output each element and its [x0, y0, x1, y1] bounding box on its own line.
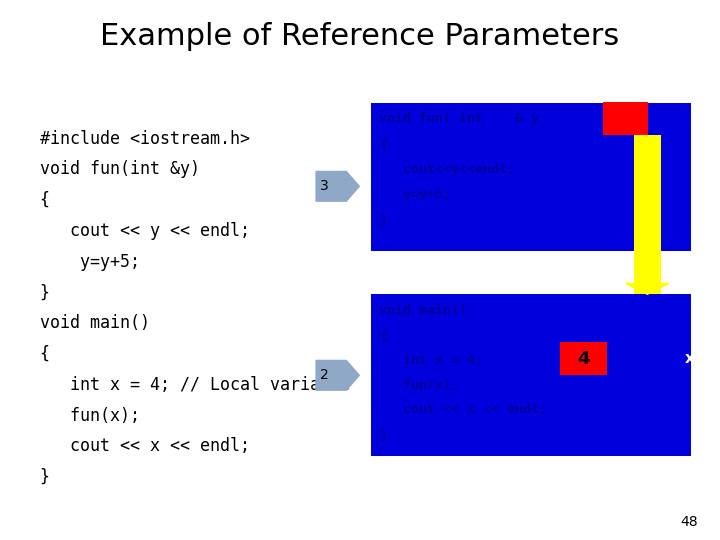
Text: cout << x << endl;: cout << x << endl; [40, 437, 250, 455]
Text: {: { [40, 345, 50, 363]
FancyBboxPatch shape [371, 294, 691, 456]
Polygon shape [316, 361, 359, 390]
Text: }: } [40, 468, 50, 486]
Text: fun(x);: fun(x); [40, 407, 140, 424]
Text: int x = 4; // Local variable: int x = 4; // Local variable [40, 376, 350, 394]
Text: void fun(int &y): void fun(int &y) [40, 160, 199, 178]
Text: 2: 2 [320, 368, 329, 382]
Text: }: } [40, 284, 50, 301]
Text: }: } [379, 428, 387, 441]
Text: void fun( int    & y          ): void fun( int & y ) [379, 112, 627, 125]
Text: fun(x);: fun(x); [379, 379, 459, 392]
FancyBboxPatch shape [603, 102, 648, 135]
Text: cout << x << endl;: cout << x << endl; [379, 403, 547, 416]
Text: y=y+5;: y=y+5; [379, 188, 451, 201]
Text: {: { [40, 191, 50, 209]
Polygon shape [316, 171, 359, 201]
Text: {: { [379, 329, 387, 342]
Text: 3: 3 [320, 179, 329, 193]
FancyBboxPatch shape [371, 103, 691, 251]
Text: Example of Reference Parameters: Example of Reference Parameters [100, 22, 620, 51]
Polygon shape [626, 284, 669, 294]
Text: #include <iostream.h>: #include <iostream.h> [40, 130, 250, 147]
Text: x: x [685, 351, 695, 366]
FancyBboxPatch shape [560, 342, 607, 375]
FancyBboxPatch shape [634, 135, 661, 294]
Text: cout << y << endl;: cout << y << endl; [40, 222, 250, 240]
Text: 4: 4 [577, 349, 590, 368]
Text: 48: 48 [681, 515, 698, 529]
Text: y=y+5;: y=y+5; [40, 253, 140, 271]
Text: int x = 4;: int x = 4; [379, 354, 483, 367]
Text: cout<<y<<endl;: cout<<y<<endl; [379, 163, 516, 176]
Text: void main(): void main() [379, 304, 467, 317]
Text: void main(): void main() [40, 314, 150, 332]
Text: {: { [379, 138, 387, 151]
Text: }: } [379, 214, 387, 227]
